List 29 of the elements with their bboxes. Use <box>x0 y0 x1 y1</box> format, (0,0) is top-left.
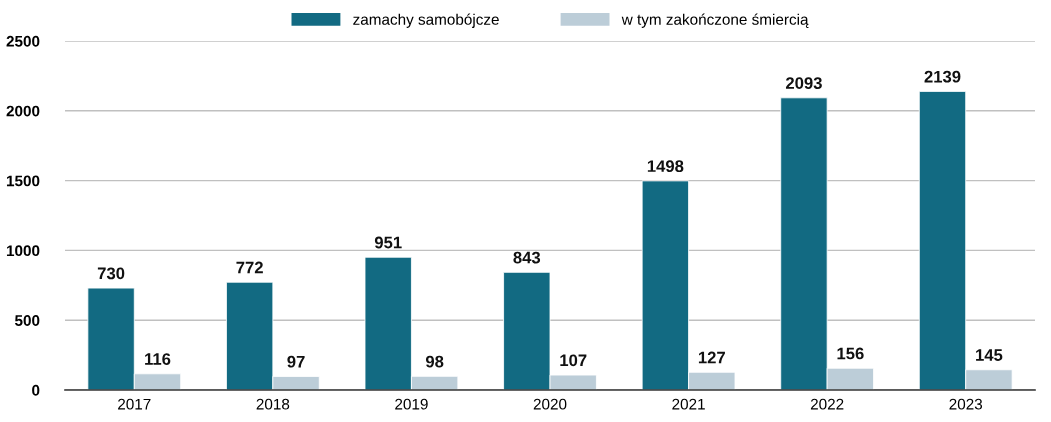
y-tick-label: 500 <box>14 315 40 326</box>
data-label: 951 <box>374 236 402 249</box>
y-tick-label: 1000 <box>6 245 40 257</box>
data-label: 107 <box>560 354 587 367</box>
x-tick-label: 2019 <box>395 398 428 410</box>
x-tick-label: 2022 <box>810 398 844 410</box>
x-tick-label: 2020 <box>533 398 567 410</box>
data-label: 156 <box>837 347 864 360</box>
data-label: 97 <box>287 355 305 368</box>
y-tick-label: 2000 <box>6 105 40 117</box>
data-label: 2139 <box>924 70 961 83</box>
legend-label: zamachy samobójcze <box>353 13 499 28</box>
data-label: 772 <box>236 261 263 274</box>
data-label: 127 <box>698 351 725 364</box>
y-tick-label: 1500 <box>6 175 40 187</box>
y-tick-label: 2500 <box>6 35 40 47</box>
data-label: 145 <box>976 349 1003 361</box>
data-label: 730 <box>97 267 125 280</box>
x-tick-label: 2023 <box>949 398 983 410</box>
data-label: 1498 <box>647 160 684 173</box>
data-label: 843 <box>513 251 541 264</box>
x-tick-label: 2021 <box>672 398 705 410</box>
legend-label: w tym zakończone śmiercią <box>621 13 809 28</box>
data-label: 116 <box>145 353 171 365</box>
x-tick-label: 2018 <box>256 398 290 410</box>
x-tick-label: 2017 <box>118 398 151 410</box>
y-tick-label: 0 <box>32 384 40 396</box>
data-label: 98 <box>425 355 444 368</box>
data-label: 2093 <box>785 77 822 89</box>
